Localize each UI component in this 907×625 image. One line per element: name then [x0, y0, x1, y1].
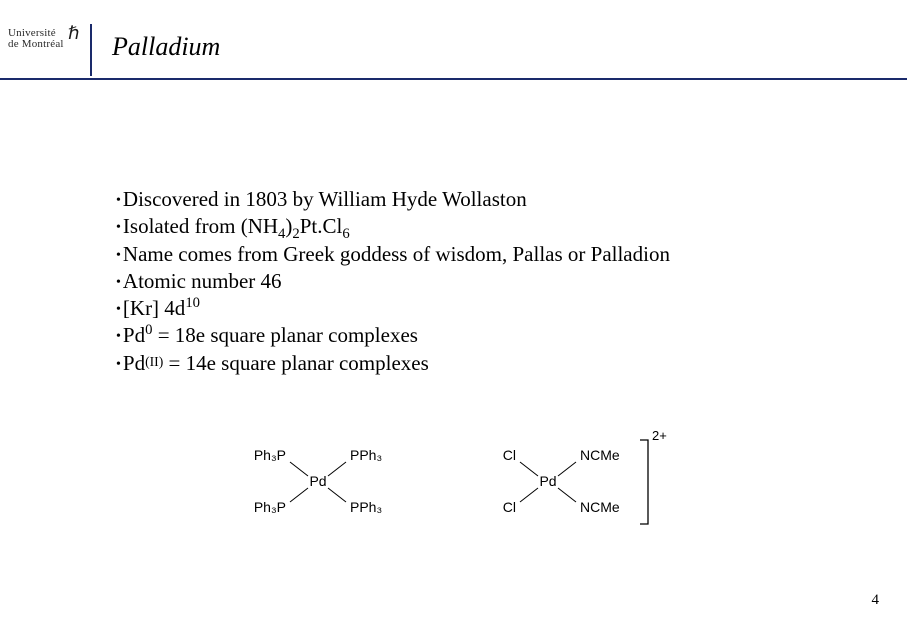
bullet-item: •[Kr] 4d10	[116, 295, 670, 322]
chemical-diagrams: Pd Ph₃P PPh₃ Ph₃P PPh₃ Pd Cl NCMe Cl	[230, 428, 700, 538]
bullet-item: •Atomic number 46	[116, 268, 670, 295]
svg-text:Ph₃P: Ph₃P	[254, 499, 286, 515]
slide-header: ℏ Université de Montréal Palladium	[0, 24, 907, 76]
svg-text:Cl: Cl	[503, 447, 516, 463]
bullet-dot-icon: •	[116, 357, 121, 372]
svg-text:Ph₃P: Ph₃P	[254, 447, 286, 463]
page-number: 4	[872, 592, 880, 609]
svg-text:NCMe: NCMe	[580, 447, 620, 463]
slide-title: Palladium	[112, 32, 220, 62]
svg-text:NCMe: NCMe	[580, 499, 620, 515]
complexes-svg: Pd Ph₃P PPh₃ Ph₃P PPh₃ Pd Cl NCMe Cl	[230, 428, 700, 538]
university-logo: ℏ Université de Montréal	[8, 28, 82, 50]
bullet-dot-icon: •	[116, 220, 121, 235]
header-horizontal-rule	[0, 78, 907, 80]
bullet-item: •Pd0 = 18e square planar complexes	[116, 322, 670, 349]
svg-text:PPh₃: PPh₃	[350, 447, 382, 463]
bullet-item: •Pd(II) = 14e square planar complexes	[116, 350, 670, 377]
bullet-dot-icon: •	[116, 329, 121, 344]
bullet-dot-icon: •	[116, 275, 121, 290]
svg-text:Pd: Pd	[309, 473, 326, 489]
bullet-list: •Discovered in 1803 by William Hyde Woll…	[116, 186, 670, 377]
bullet-dot-icon: •	[116, 248, 121, 263]
bullet-dot-icon: •	[116, 302, 121, 317]
complex-pd0: Pd Ph₃P PPh₃ Ph₃P PPh₃	[254, 447, 382, 515]
logo-glyph-icon: ℏ	[68, 24, 79, 42]
bullet-item: •Isolated from (NH4)2Pt.Cl6	[116, 213, 670, 240]
svg-text:2+: 2+	[652, 428, 667, 443]
header-vertical-rule	[90, 24, 92, 76]
bullet-item: •Discovered in 1803 by William Hyde Woll…	[116, 186, 670, 213]
svg-text:Cl: Cl	[503, 499, 516, 515]
complex-pdII: Pd Cl NCMe Cl NCMe 2+	[503, 428, 667, 524]
bullet-item: •Name comes from Greek goddess of wisdom…	[116, 241, 670, 268]
svg-text:Pd: Pd	[539, 473, 556, 489]
svg-text:PPh₃: PPh₃	[350, 499, 382, 515]
bullet-dot-icon: •	[116, 193, 121, 208]
